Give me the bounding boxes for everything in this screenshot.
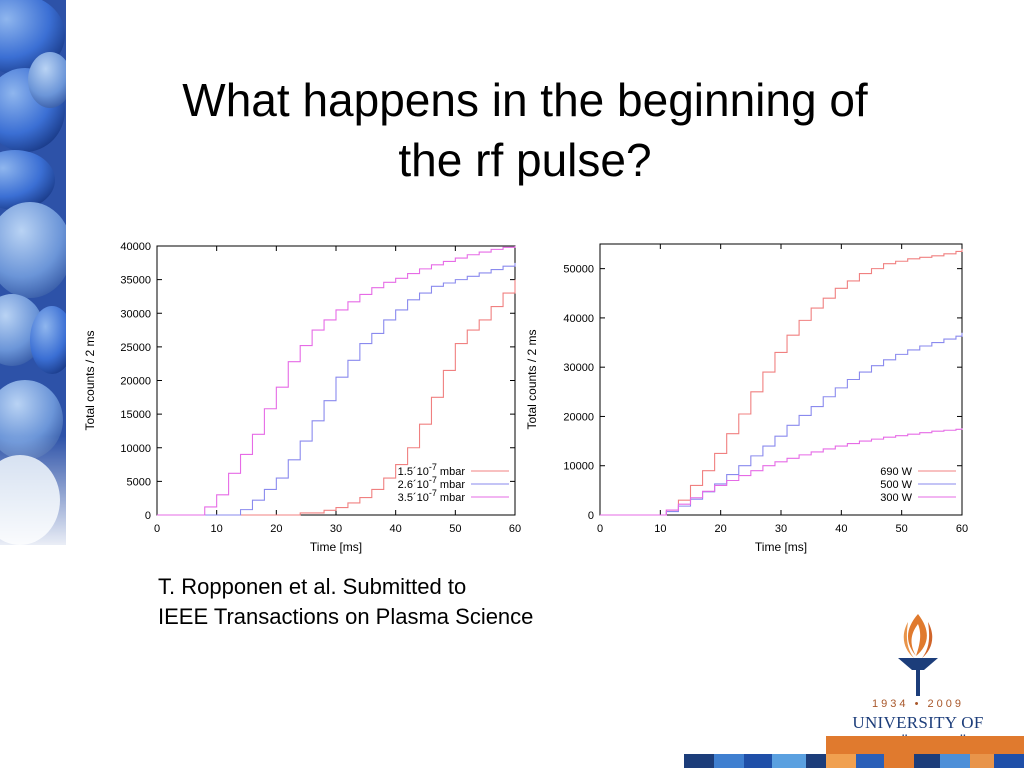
y-tick-label: 20000 — [120, 376, 151, 388]
legend-label-unit: mbar — [437, 466, 465, 478]
y-tick-label: 35000 — [120, 275, 151, 287]
x-tick-label: 20 — [715, 523, 727, 535]
x-tick-label: 40 — [390, 523, 402, 535]
series-line — [600, 428, 963, 516]
y-tick-label: 40000 — [563, 313, 594, 325]
y-tick-label: 40000 — [120, 241, 151, 253]
legend-label-exponent: -7 — [429, 475, 437, 485]
x-tick-label: 50 — [449, 523, 461, 535]
y-tick-label: 30000 — [120, 308, 151, 320]
legend-label-exponent: -7 — [429, 462, 437, 472]
legend-label-exponent: -7 — [429, 488, 437, 498]
series-line — [600, 248, 963, 516]
legend-label-base: 2.6´10 — [398, 479, 429, 491]
legend-label: 690 W — [880, 466, 912, 478]
decorative-stones-image — [0, 0, 66, 545]
legend-label-base: 690 W — [880, 466, 912, 478]
legend-label-base: 300 W — [880, 492, 912, 504]
x-tick-label: 30 — [330, 523, 342, 535]
x-tick-label: 30 — [775, 523, 787, 535]
y-tick-label: 15000 — [120, 409, 151, 421]
legend-label-base: 3.5´10 — [398, 492, 429, 504]
slide-title-line-1: What happens in the beginning of — [182, 74, 868, 126]
legend-label: 3.5´10-7 mbar — [398, 488, 466, 504]
y-tick-label: 10000 — [120, 443, 151, 455]
legend-label: 300 W — [880, 492, 912, 504]
x-axis-label: Time [ms] — [755, 540, 807, 554]
chart-pressure: 0 10 20 30 40 50 60 0 5000 10000 15000 20000 25000 30… — [83, 241, 521, 554]
series-line — [157, 246, 516, 516]
logo-years: 1934 • 2009 — [872, 698, 964, 710]
x-tick-label: 10 — [654, 523, 666, 535]
x-tick-label: 50 — [896, 523, 908, 535]
legend-label: 500 W — [880, 479, 912, 491]
legend-label: 1.5´10-7 mbar — [398, 462, 466, 478]
slide-title-line-2: the rf pulse? — [398, 134, 652, 186]
chart-power: 0 10 20 30 40 50 60 0 10000 20000 30000 40000 50000 T… — [525, 243, 968, 554]
legend-label-unit: mbar — [437, 479, 465, 491]
citation-line-2: IEEE Transactions on Plasma Science — [158, 604, 534, 629]
x-tick-label: 20 — [270, 523, 282, 535]
y-tick-label: 0 — [588, 510, 594, 522]
legend-label-unit: mbar — [437, 492, 465, 504]
series-line — [157, 262, 516, 516]
y-tick-label: 20000 — [563, 411, 594, 423]
x-tick-label: 60 — [956, 523, 968, 535]
slide-title: What happens in the beginning of the rf … — [100, 70, 950, 190]
y-tick-label: 50000 — [563, 264, 594, 276]
x-tick-label: 10 — [211, 523, 223, 535]
x-axis-label: Time [ms] — [310, 540, 362, 554]
x-tick-label: 40 — [835, 523, 847, 535]
y-tick-label: 25000 — [120, 342, 151, 354]
x-tick-label: 0 — [597, 523, 603, 535]
y-axis-label: Total counts / 2 ms — [83, 330, 97, 430]
x-tick-label: 60 — [509, 523, 521, 535]
y-tick-label: 30000 — [563, 362, 594, 374]
footer-color-bar — [684, 736, 1024, 768]
y-tick-label: 5000 — [127, 476, 151, 488]
legend-label-base: 1.5´10 — [398, 466, 429, 478]
x-tick-label: 0 — [154, 523, 160, 535]
y-tick-label: 10000 — [563, 461, 594, 473]
y-axis-label: Total counts / 2 ms — [525, 329, 539, 429]
citation-caption: T. Ropponen et al. Submitted to IEEE Tra… — [158, 572, 533, 632]
legend-label: 2.6´10-7 mbar — [398, 475, 466, 491]
y-tick-label: 0 — [145, 510, 151, 522]
series-line — [157, 279, 516, 516]
legend-label-base: 500 W — [880, 479, 912, 491]
torch-icon — [898, 614, 938, 696]
citation-line-1: T. Ropponen et al. Submitted to — [158, 574, 467, 599]
